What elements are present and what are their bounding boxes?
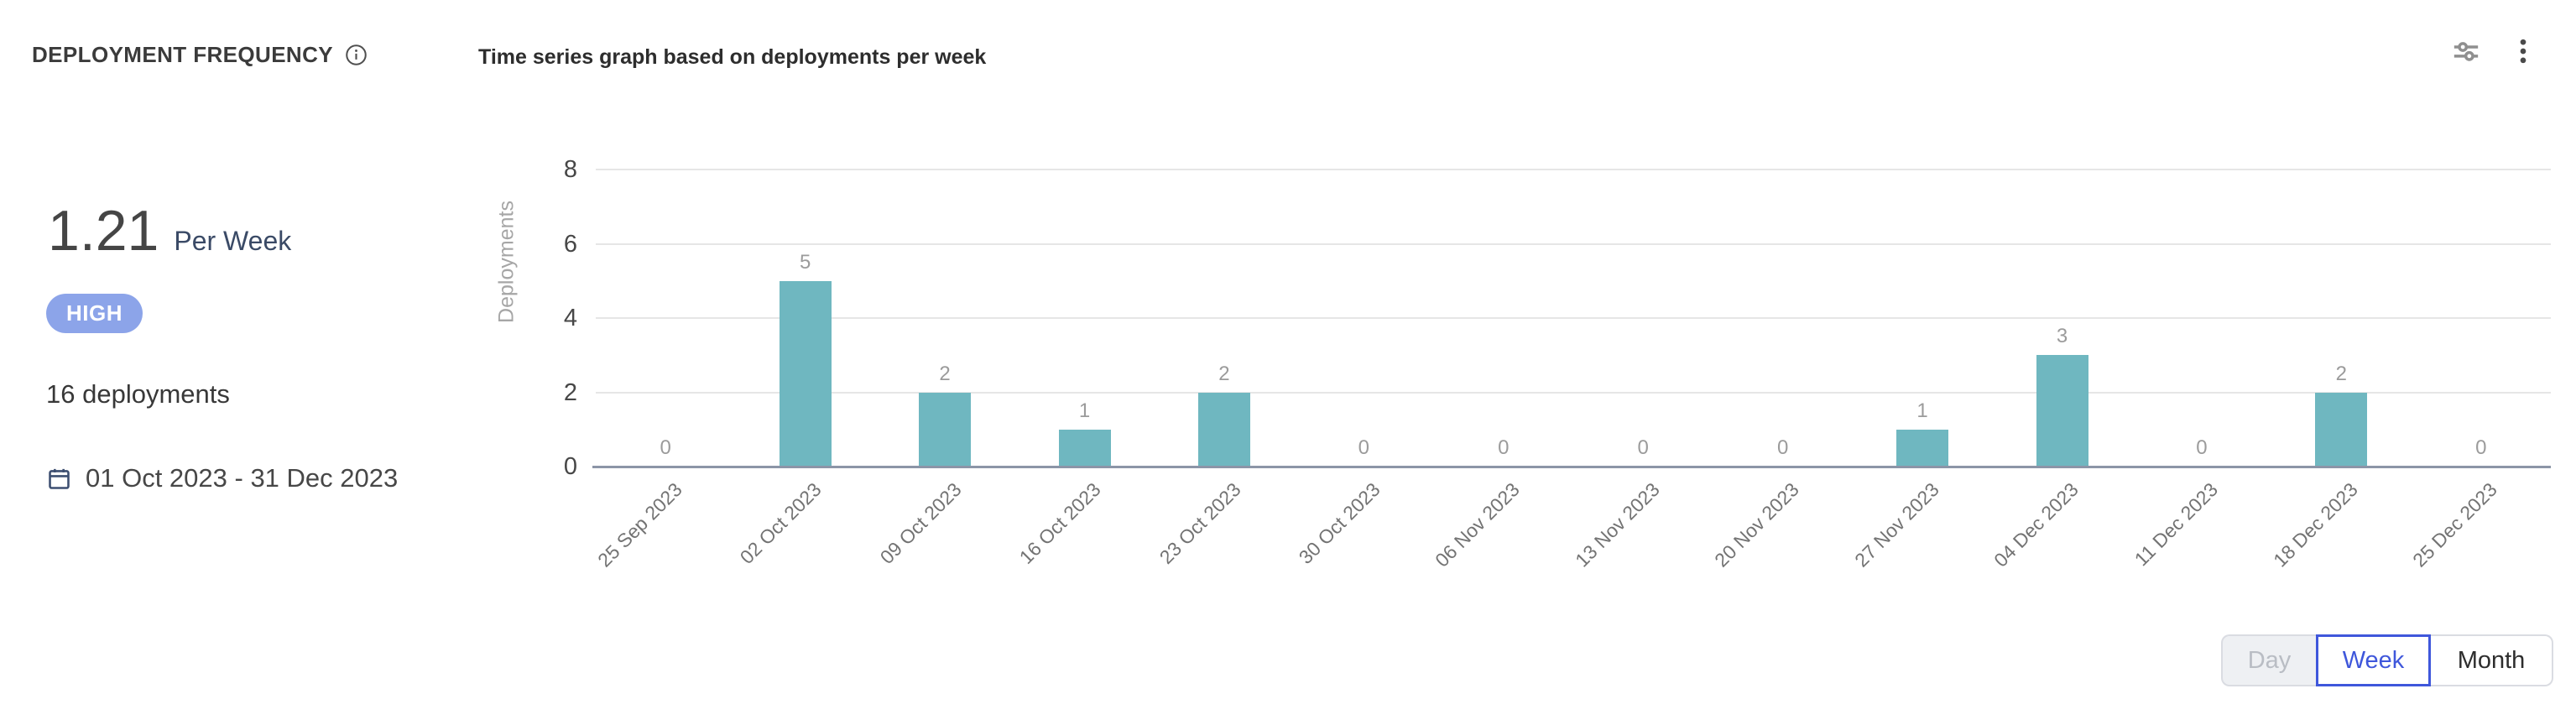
bar-value-label: 3 [2056,325,2068,348]
toggle-day-button[interactable]: Day [2221,634,2316,686]
y-tick-label: 4 [563,305,577,331]
bar-value-label: 0 [1637,436,1649,459]
kebab-menu-glyph [2520,39,2526,64]
widget-header: DEPLOYMENT FREQUENCY [32,42,368,68]
bar[interactable] [2036,355,2088,467]
info-icon-glyph [346,44,367,65]
x-tick-label: 25 Sep 2023 [592,478,686,571]
metric-value: 1.21 [48,199,159,263]
bar-value-label: 2 [939,362,951,385]
calendar-icon [49,468,70,489]
bar-value-label: 0 [1776,436,1789,459]
date-range-row: 01 Oct 2023 - 31 Dec 2023 [46,463,398,493]
bar[interactable] [2315,392,2368,467]
bar-value-label: 1 [1078,399,1091,422]
bar-value-label: 1 [1916,399,1928,422]
bar-value-label: 2 [2335,362,2348,385]
gridline [596,391,2551,394]
status-badge: HIGH [46,294,143,333]
bar-value-label: 0 [2475,436,2487,459]
sliders-filter-icon[interactable] [2448,34,2484,69]
x-tick-label: 09 Oct 2023 [875,478,966,568]
date-range-text: 01 Oct 2023 - 31 Dec 2023 [86,463,399,493]
metric-row: 1.21 Per Week [48,198,291,263]
x-tick-label: 25 Dec 2023 [2408,478,2502,571]
y-tick-label: 2 [563,378,577,406]
kebab-menu-icon[interactable] [2506,34,2541,69]
x-tick-label: 23 Oct 2023 [1155,478,1245,568]
y-tick-label: 8 [563,156,577,183]
gridline [596,317,2551,319]
bar-value-label: 0 [660,436,671,459]
bar-value-label: 5 [799,250,811,274]
gridline [596,243,2551,245]
x-tick-label: 02 Oct 2023 [736,478,827,568]
bar[interactable] [919,392,972,467]
bar-value-label: 0 [1358,436,1370,459]
deployments-total: 16 deployments [46,379,230,409]
toggle-week-button[interactable]: Week [2316,634,2431,686]
x-tick-label: 11 Dec 2023 [2130,478,2223,571]
info-icon[interactable] [345,44,368,66]
metric-unit: Per Week [174,226,292,256]
gridline [596,169,2551,170]
header-actions [2448,34,2541,69]
bar[interactable] [1896,429,1949,467]
toggle-month-button[interactable]: Month [2431,634,2553,686]
bar[interactable] [1058,429,1111,467]
x-tick-label: 13 Nov 2023 [1570,478,1664,571]
x-tick-label: 30 Oct 2023 [1294,478,1384,568]
y-tick-label: 6 [563,230,577,258]
bar-value-label: 0 [2196,436,2208,459]
time-granularity-toggle: Day Week Month [2221,634,2553,686]
bar[interactable] [1197,392,1250,467]
sliders-filter-glyph [2453,42,2479,61]
plot-area: 0 2 4 6 8 0 25 Sep 2023 5 02 Oct 2023 2 09 Oct 202… [564,156,2551,571]
chart-subtitle: Time series graph based on deployments p… [478,45,987,69]
x-tick-label: 16 Oct 2023 [1014,478,1105,568]
y-tick-label: 0 [563,453,577,480]
x-axis-baseline [592,466,2551,468]
bar-value-label: 2 [1218,362,1230,385]
bar-value-label: 0 [1498,436,1510,459]
x-tick-label: 04 Dec 2023 [1989,478,2083,571]
x-tick-label: 27 Nov 2023 [1849,478,1943,571]
x-tick-label: 06 Nov 2023 [1431,478,1525,571]
page-title: DEPLOYMENT FREQUENCY [32,42,334,67]
x-tick-label: 20 Nov 2023 [1710,478,1804,571]
bar[interactable] [779,280,832,467]
x-tick-label: 18 Dec 2023 [2269,478,2362,571]
